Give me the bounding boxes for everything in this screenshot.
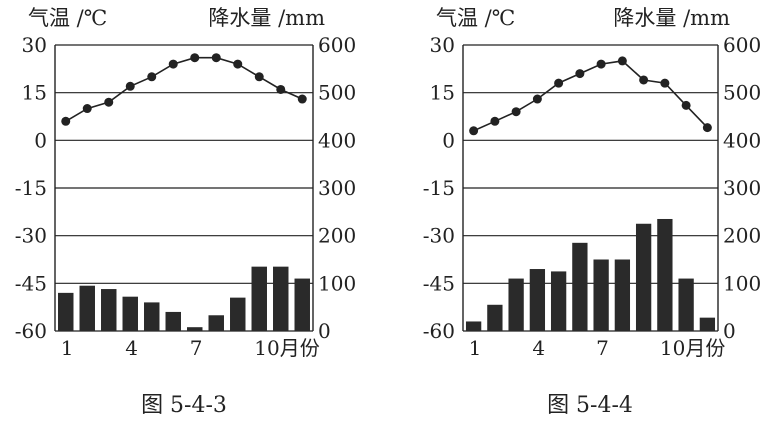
temperature-point	[554, 78, 564, 88]
precipitation-bar	[614, 259, 631, 331]
temperature-point	[254, 72, 264, 82]
precipitation-bar	[187, 327, 203, 331]
precipitation-tick-label: 400	[723, 128, 761, 152]
precipitation-tick-label: 200	[318, 224, 356, 248]
x-tick-label: 10月份	[660, 336, 725, 360]
temperature-tick-label: 15	[430, 81, 455, 105]
precipitation-tick-label: 100	[723, 271, 761, 295]
precipitation-tick-label: 600	[723, 33, 761, 57]
precipitation-tick-label: 200	[723, 224, 761, 248]
x-tick-label: 7	[190, 336, 203, 360]
x-tick-label: 4	[532, 336, 545, 360]
precipitation-bar	[572, 242, 588, 331]
precipitation-tick-label: 500	[723, 81, 761, 105]
precipitation-bar	[58, 292, 74, 331]
precipitation-bar	[251, 266, 267, 331]
precipitation-bar	[465, 321, 482, 331]
precipitation-bar	[165, 311, 181, 331]
precipitation-bar	[657, 218, 673, 331]
temperature-tick-label: -15	[15, 176, 47, 200]
precipitation-bar	[699, 317, 716, 331]
temperature-tick-label: -60	[15, 319, 47, 343]
temperature-point	[104, 97, 114, 107]
precipitation-bar	[208, 315, 224, 331]
precipitation-bar	[144, 302, 160, 331]
temperature-tick-label: 15	[22, 81, 47, 105]
temperature-point	[490, 116, 500, 126]
x-tick-label: 1	[469, 336, 482, 360]
precipitation-bar	[79, 285, 95, 331]
climate-chart-1: 30 15 0 -15 -30 -45 -60 600 500 400 300 200 100 0 气温 /…	[15, 6, 356, 418]
temperature-tick-label: 0	[34, 128, 47, 152]
precipitation-bar	[508, 278, 524, 331]
temperature-point	[190, 53, 200, 63]
precipitation-axis-label: 降水量 /mm	[613, 6, 730, 30]
temperature-tick-label: -15	[423, 176, 455, 200]
temperature-point	[61, 116, 71, 126]
precipitation-axis-label: 降水量 /mm	[208, 6, 325, 30]
figure-caption: 图 5-4-3	[141, 393, 227, 418]
temperature-point	[639, 75, 649, 85]
precipitation-bar	[273, 266, 289, 331]
x-tick-label: 4	[125, 336, 138, 360]
temperature-point	[211, 53, 221, 63]
temperature-point	[596, 59, 606, 69]
temperature-point	[297, 94, 307, 104]
temperature-tick-label: -30	[15, 224, 47, 248]
temperature-line	[473, 60, 708, 132]
precipitation-bar	[635, 223, 652, 331]
x-tick-label: 10月份	[254, 336, 319, 360]
temperature-point	[702, 123, 712, 133]
precipitation-tick-label: 400	[318, 128, 356, 152]
temperature-point	[575, 69, 585, 79]
precipitation-bar	[678, 278, 694, 331]
precipitation-tick-label: 600	[318, 33, 356, 57]
temperature-point	[681, 100, 691, 110]
precipitation-tick-label: 0	[318, 319, 331, 343]
temperature-point	[617, 56, 627, 66]
precipitation-bar	[487, 304, 503, 331]
temperature-point	[660, 78, 670, 88]
temperature-axis-label: 气温 /℃	[28, 6, 107, 30]
precipitation-tick-label: 500	[318, 81, 356, 105]
temperature-point	[276, 84, 286, 94]
precipitation-tick-label: 100	[318, 271, 356, 295]
precipitation-bar	[593, 259, 609, 331]
precipitation-tick-label: 300	[318, 176, 356, 200]
temperature-tick-label: -45	[15, 271, 47, 295]
temperature-point	[125, 81, 135, 91]
temperature-tick-label: -60	[423, 319, 455, 343]
climate-chart-2: 30 15 0 -15 -30 -45 -60 600 500 400 300 200 100 0 气温 /…	[423, 6, 761, 418]
temperature-point	[82, 104, 92, 114]
temperature-tick-label: 30	[22, 33, 47, 57]
precipitation-tick-label: 0	[723, 319, 736, 343]
temperature-axis-label: 气温 /℃	[436, 6, 515, 30]
precipitation-bar	[230, 297, 246, 331]
precipitation-bar	[101, 289, 117, 331]
x-tick-label: 1	[61, 336, 74, 360]
temperature-point	[469, 126, 479, 136]
temperature-tick-label: -30	[423, 224, 455, 248]
x-tick-label: 7	[596, 336, 609, 360]
precipitation-bar	[529, 269, 546, 331]
temperature-tick-label: 30	[430, 33, 455, 57]
precipitation-bar	[122, 296, 138, 331]
temperature-point	[233, 59, 243, 69]
temperature-tick-label: -45	[423, 271, 455, 295]
figure-caption: 图 5-4-4	[547, 393, 633, 418]
temperature-point	[147, 72, 157, 82]
temperature-line	[65, 56, 303, 122]
precipitation-bar	[294, 278, 310, 331]
precipitation-tick-label: 300	[723, 176, 761, 200]
temperature-tick-label: 0	[442, 128, 455, 152]
temperature-point	[168, 59, 178, 69]
precipitation-bar	[550, 271, 567, 331]
temperature-point	[532, 94, 542, 104]
temperature-point	[511, 107, 521, 117]
